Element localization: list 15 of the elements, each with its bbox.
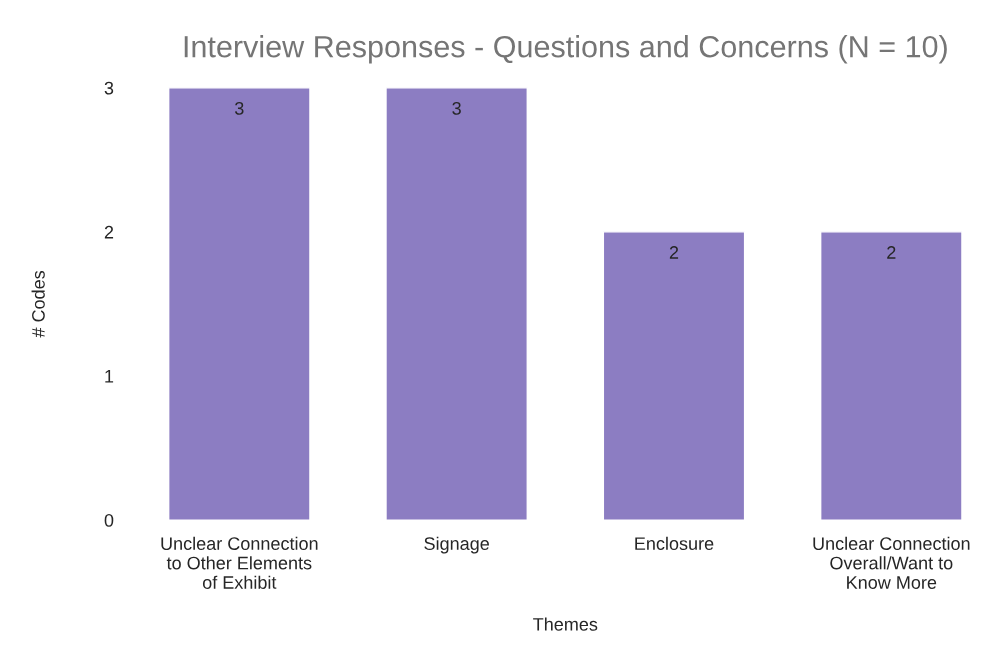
x-tick-label: Signage (424, 536, 489, 554)
x-axis-title: Themes (533, 617, 598, 631)
y-tick-label: 3 (104, 81, 114, 95)
data-label: 2 (669, 246, 679, 259)
y-tick-label: 0 (104, 514, 114, 527)
x-tick-label: Unclear Connection Overall/Want to Know More (813, 536, 970, 589)
data-label: 3 (234, 101, 244, 115)
y-axis-title: # Codes (31, 270, 45, 338)
chart-title: Interview Responses - Questions and Concerns (N = 10) (184, 35, 947, 64)
data-label: 3 (452, 101, 461, 115)
x-tick-label: Enclosure (635, 536, 714, 550)
data-label: 2 (887, 246, 896, 259)
x-tick-label: Unclear Connection to Other Elements of Exhibit (161, 536, 318, 589)
y-tick-label: 2 (104, 225, 114, 239)
y-tick-label: 1 (105, 370, 114, 383)
